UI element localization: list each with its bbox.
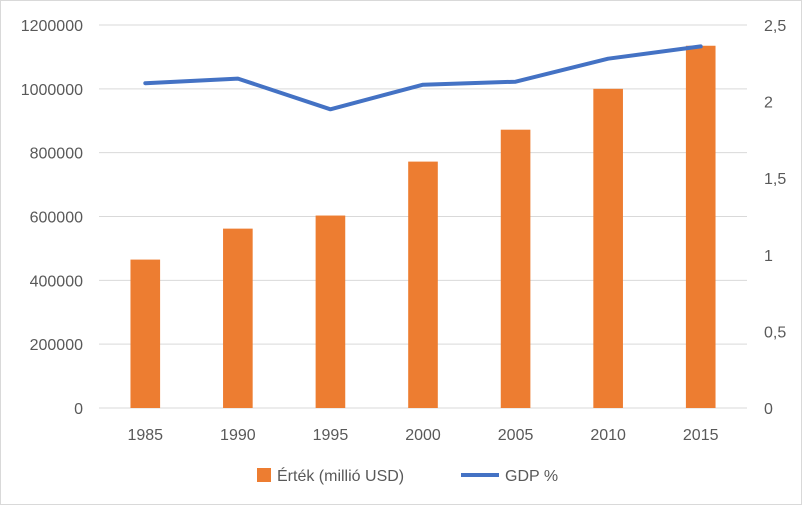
legend-label-value: Érték (millió USD) bbox=[277, 466, 404, 485]
left-tick-label: 600000 bbox=[30, 210, 83, 227]
bar bbox=[315, 215, 346, 408]
left-tick-label: 1000000 bbox=[21, 82, 83, 99]
left-tick-label: 800000 bbox=[30, 146, 83, 163]
line-point bbox=[422, 84, 424, 86]
left-y-axis: 0 200000 400000 600000 800000 1000000 1200000 bbox=[21, 18, 83, 418]
bar bbox=[408, 161, 438, 408]
legend-swatch-bar bbox=[257, 468, 271, 482]
legend-label-gdp: GDP % bbox=[505, 468, 558, 485]
line-series bbox=[143, 44, 703, 112]
right-tick-label: 0,5 bbox=[764, 324, 786, 341]
x-tick-label: 1990 bbox=[220, 427, 256, 444]
line-point bbox=[329, 108, 331, 110]
right-y-axis: 0 0,5 1 1,5 2 2,5 bbox=[764, 18, 786, 418]
legend: Érték (millió USD) GDP % bbox=[257, 466, 558, 485]
bar bbox=[685, 45, 716, 408]
right-tick-label: 0 bbox=[764, 401, 773, 418]
left-tick-label: 1200000 bbox=[21, 18, 83, 35]
bar bbox=[223, 228, 253, 408]
x-tick-label: 2010 bbox=[590, 427, 626, 444]
bar bbox=[130, 259, 161, 408]
bar bbox=[500, 129, 531, 409]
bar bbox=[593, 88, 623, 408]
x-tick-label: 2015 bbox=[683, 427, 719, 444]
right-tick-label: 2 bbox=[764, 95, 773, 112]
x-tick-label: 2005 bbox=[498, 427, 534, 444]
bar-series bbox=[130, 45, 716, 409]
left-tick-label: 400000 bbox=[30, 273, 83, 290]
x-tick-label: 1985 bbox=[127, 427, 163, 444]
left-tick-label: 200000 bbox=[30, 337, 83, 354]
x-axis: 1985 1990 1995 2000 2005 2010 2015 bbox=[127, 427, 718, 444]
right-tick-label: 1,5 bbox=[764, 171, 786, 188]
line-point bbox=[144, 82, 146, 84]
x-tick-label: 2000 bbox=[405, 427, 441, 444]
line-point bbox=[607, 58, 609, 60]
x-tick-label: 1995 bbox=[313, 427, 349, 444]
line-point bbox=[700, 45, 702, 47]
right-tick-label: 1 bbox=[764, 248, 773, 265]
right-tick-label: 2,5 bbox=[764, 18, 786, 35]
line-point bbox=[515, 81, 517, 83]
left-tick-label: 0 bbox=[74, 401, 83, 418]
line-point bbox=[237, 78, 239, 80]
